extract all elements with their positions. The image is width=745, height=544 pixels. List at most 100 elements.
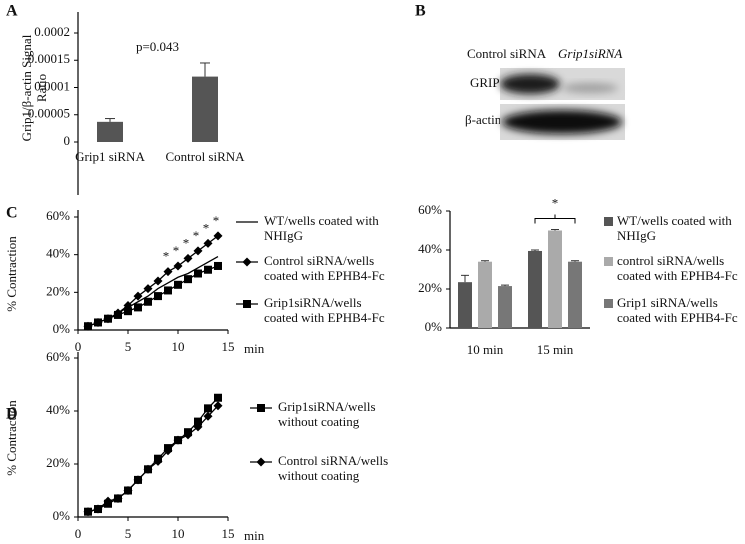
- square-marker: [194, 417, 202, 426]
- x-tick-label: 5: [125, 339, 132, 354]
- lane-label: Grip1siRNA: [558, 46, 622, 61]
- x-tick-label: 0: [75, 526, 82, 541]
- bar: [498, 286, 512, 328]
- annotation: *: [173, 243, 180, 258]
- square-marker: [134, 303, 142, 312]
- x-tick-label: 0: [75, 339, 82, 354]
- legend-label: control siRNA/wells coated with EPHB4-Fc: [617, 254, 738, 283]
- legend-label: Grip1 siRNA/wells coated with EPHB4-Fc: [617, 296, 738, 325]
- square-marker: [174, 280, 182, 289]
- x-tick-label: 10 min: [467, 342, 504, 357]
- diamond-marker: [153, 456, 163, 466]
- diamond-marker: [103, 496, 113, 506]
- y-tick-label: 20%: [418, 280, 442, 295]
- bar: [528, 250, 542, 328]
- diamond-marker: [93, 504, 103, 514]
- diamond-marker: [163, 446, 173, 456]
- significance-bracket: [534, 214, 576, 224]
- y-axis-title-box: Grip1/β-actin Signal Ratio: [20, 34, 49, 142]
- panel-letter: C: [6, 205, 18, 222]
- square-marker: [204, 265, 212, 274]
- legend-swatch: [604, 217, 613, 226]
- y-tick-label: 40%: [46, 246, 70, 261]
- square-marker: [204, 404, 212, 413]
- diamond-marker: [113, 493, 123, 503]
- y-tick-label: 0.00005: [28, 106, 70, 121]
- square-marker: [84, 322, 92, 331]
- diamond-marker: [133, 475, 143, 485]
- x-tick-label-box: Grip1 siRNA: [75, 150, 145, 164]
- diamond-marker: [173, 435, 183, 445]
- y-tick-label: 0%: [53, 321, 71, 336]
- diamond-marker: [203, 238, 213, 248]
- diamond-marker: [183, 253, 193, 263]
- diamond-marker: [83, 507, 93, 517]
- x-tick-label: 15: [222, 339, 235, 354]
- square-marker: [184, 275, 192, 284]
- legend-label-box: WT/wells coated with NHIgG: [264, 214, 379, 243]
- x-tick-label-box: Control siRNA: [165, 150, 245, 164]
- square-marker: [194, 269, 202, 278]
- bar: [478, 261, 492, 328]
- diamond-marker: [256, 457, 266, 467]
- y-axis-title: % Contraction: [5, 236, 19, 312]
- lane-label: Control siRNA: [467, 46, 547, 61]
- legend-label-box: Control siRNA/wells without coating: [278, 454, 389, 483]
- y-axis-title: % Contraction: [5, 400, 19, 476]
- annotation: *: [552, 195, 559, 210]
- x-tick-label: 15 min: [537, 342, 574, 357]
- legend-label-box: Control siRNA/wells coated with EPHB4-Fc: [264, 254, 385, 283]
- legend-label: Grip1siRNA/wells coated with EPHB4-Fc: [264, 296, 385, 325]
- square-marker: [243, 300, 251, 308]
- diamond-marker: [173, 261, 183, 271]
- x-axis-title: min: [244, 528, 265, 543]
- diamond-marker: [193, 422, 203, 432]
- legend-label-box: control siRNA/wells coated with EPHB4-Fc: [617, 254, 738, 283]
- bar: [568, 261, 582, 328]
- annotation: *: [183, 235, 190, 250]
- y-tick-label: 20%: [46, 283, 70, 298]
- series-line: [87, 397, 219, 513]
- diamond-marker: [193, 246, 203, 256]
- bar: [458, 282, 472, 328]
- legend-label: Control siRNA/wells coated with EPHB4-Fc: [264, 254, 385, 283]
- annotation: *: [213, 213, 220, 228]
- y-tick-label: 40%: [46, 402, 70, 417]
- square-marker: [154, 292, 162, 301]
- y-tick-label: 0.0002: [34, 24, 70, 39]
- y-tick-label: 60%: [418, 202, 442, 217]
- square-marker: [144, 297, 152, 306]
- legend-label-box: Grip1siRNA/wells without coating: [278, 400, 376, 429]
- x-tick-label: Control siRNA: [165, 150, 245, 164]
- legend-label-box: Grip1siRNA/wells coated with EPHB4-Fc: [264, 296, 385, 325]
- y-axis-title: Grip1/β-actin Signal Ratio: [20, 34, 49, 142]
- x-tick-label: 10: [172, 526, 185, 541]
- square-marker: [214, 393, 222, 402]
- blot-band: [500, 74, 560, 94]
- y-axis-title-box: % Contraction: [5, 236, 19, 312]
- y-tick-label: 0.0001: [34, 78, 70, 93]
- diamond-marker: [213, 231, 223, 241]
- annotation: *: [203, 220, 210, 235]
- bar: [548, 230, 562, 328]
- legend-swatch: [604, 257, 613, 266]
- square-marker: [94, 318, 102, 327]
- y-tick-label: 60%: [46, 208, 70, 223]
- y-tick-label: 40%: [418, 241, 442, 256]
- row-label: β-actin: [465, 112, 502, 127]
- y-tick-label: 60%: [46, 349, 70, 364]
- bar: [97, 121, 123, 142]
- x-tick-label: 10: [172, 339, 185, 354]
- diamond-marker: [203, 411, 213, 421]
- annotation: *: [163, 249, 170, 264]
- annotation: p=0.043: [136, 39, 179, 54]
- diamond-marker: [163, 267, 173, 277]
- diamond-marker: [242, 257, 252, 267]
- y-tick-label: 20%: [46, 455, 70, 470]
- blot-band: [562, 83, 618, 93]
- legend-label: Grip1siRNA/wells without coating: [278, 400, 376, 429]
- y-tick-label: 0%: [53, 508, 71, 523]
- square-marker: [257, 404, 265, 412]
- legend-label: Control siRNA/wells without coating: [278, 454, 389, 483]
